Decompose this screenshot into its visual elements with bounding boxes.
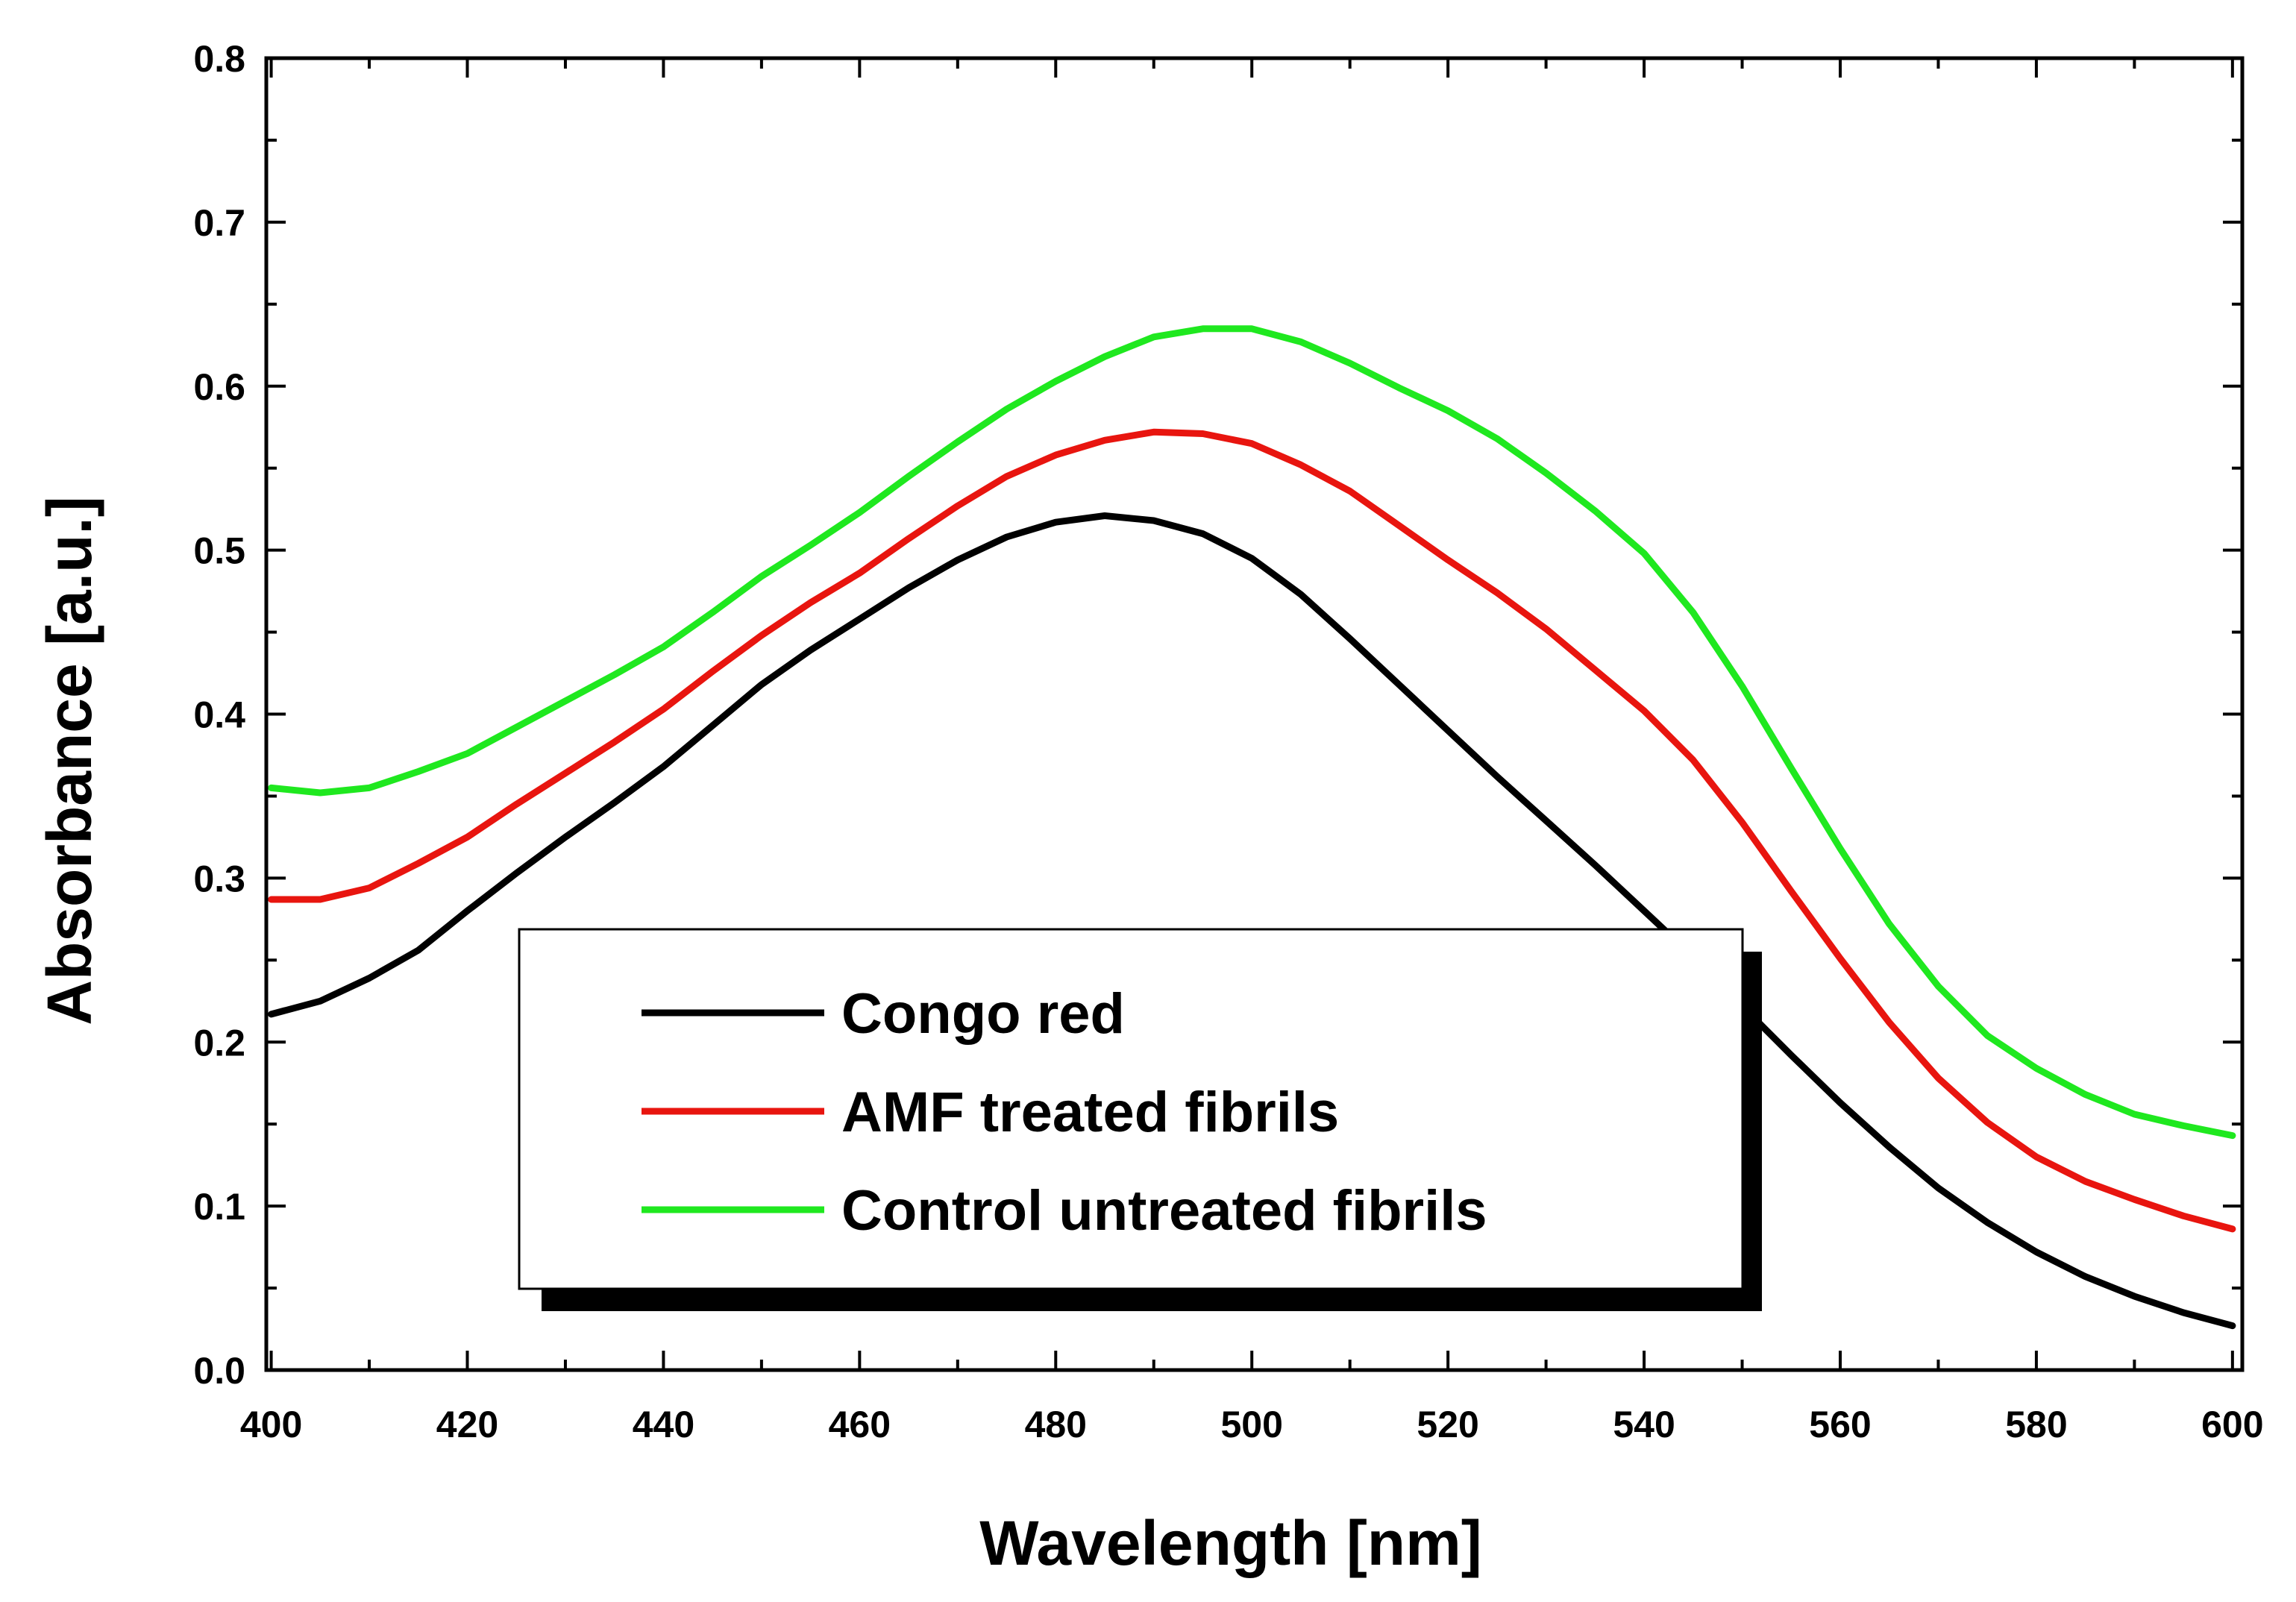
y-tick-label: 0.4 <box>193 694 245 736</box>
y-tick-label: 0.1 <box>193 1186 245 1228</box>
series-line-1 <box>268 428 2236 1233</box>
series-line-2 <box>268 325 2236 1140</box>
x-tick-label: 400 <box>240 1404 302 1445</box>
y-tick-label: 0.7 <box>193 202 245 244</box>
y-axis-title: Absorbance [a.u.] <box>34 496 104 1025</box>
y-tick-label: 0.0 <box>193 1350 245 1392</box>
y-tick-label: 0.8 <box>193 38 245 80</box>
y-tick-label: 0.2 <box>193 1022 245 1064</box>
x-tick-label: 580 <box>2005 1404 2067 1445</box>
y-tick-label: 0.6 <box>193 366 245 408</box>
legend-label-amf-treated: AMF treated fibrils <box>841 1081 1339 1144</box>
x-tick-label: 520 <box>1417 1404 1478 1445</box>
x-tick-label: 500 <box>1220 1404 1282 1445</box>
x-tick-label: 480 <box>1025 1404 1087 1445</box>
x-axis-title: Wavelength [nm] <box>979 1508 1482 1578</box>
x-tick-label: 600 <box>2201 1404 2263 1445</box>
y-tick-label: 0.5 <box>193 530 245 572</box>
legend: Congo red AMF treated fibrils Control un… <box>518 928 1762 1311</box>
x-tick-label: 460 <box>829 1404 891 1445</box>
series-line-0 <box>268 512 2236 1330</box>
legend-label-control-untreated: Control untreated fibrils <box>841 1179 1487 1243</box>
y-tick-label: 0.3 <box>193 858 245 899</box>
tick-labels-layer: 400 420 440 460 480 500 520 540 560 580 600 0.0 0.1 0… <box>193 38 2263 1445</box>
ticks-layer <box>266 57 2242 1372</box>
x-tick-label: 540 <box>1613 1404 1675 1445</box>
x-tick-label: 560 <box>1809 1404 1871 1445</box>
legend-label-congo-red: Congo red <box>841 982 1125 1046</box>
x-tick-label: 440 <box>633 1404 694 1445</box>
series-layer <box>268 325 2236 1330</box>
x-tick-label: 420 <box>436 1404 498 1445</box>
